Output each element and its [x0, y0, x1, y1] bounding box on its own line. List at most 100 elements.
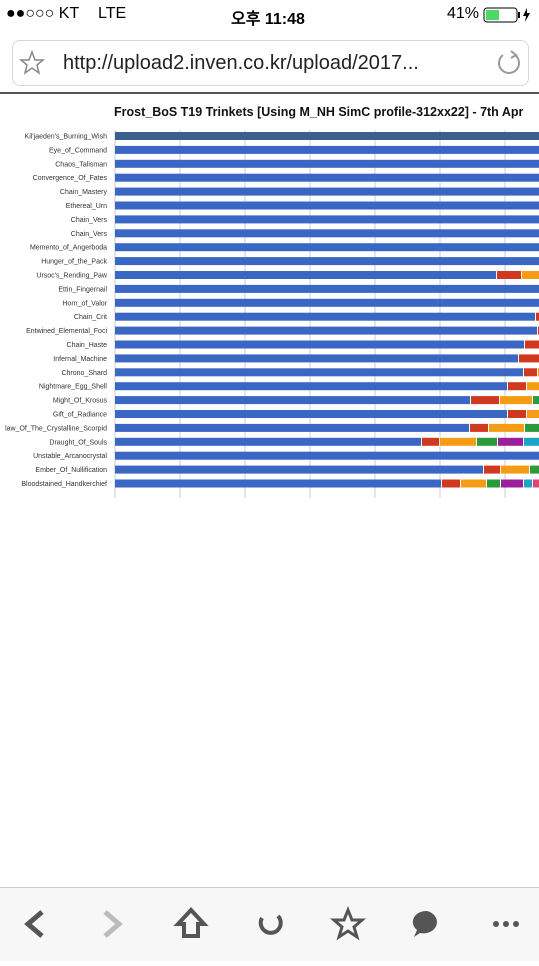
- row-label: Unstable_Arcanocrystal: [33, 453, 107, 460]
- chart-title: Frost_BoS T19 Trinkets [Using M_NH SimC …: [114, 105, 523, 119]
- bar-segment: [530, 465, 539, 474]
- bar-segment: [487, 479, 500, 488]
- bar: [115, 479, 441, 488]
- bar: [115, 201, 539, 210]
- bar-segment: [489, 423, 524, 432]
- bar: [115, 368, 523, 377]
- row-label: Might_Of_Krosus: [53, 398, 108, 405]
- row-label: Eye_of_Command: [49, 147, 107, 154]
- row-label: Entwined_Elemental_Foci: [26, 328, 107, 335]
- row-label: Bloodstained_Handkerchief: [21, 481, 107, 488]
- bar-segment: [536, 312, 539, 321]
- bookmark-icon[interactable]: [19, 50, 45, 76]
- bar-segment: [527, 382, 539, 391]
- row-label: Ethereal_Urn: [66, 203, 107, 210]
- bar: [115, 187, 539, 196]
- row-label: Ember_Of_Nullification: [35, 467, 107, 474]
- toolbar-icons: [24, 905, 519, 941]
- favorite-button[interactable]: [330, 905, 366, 941]
- bar-segment: [524, 437, 539, 446]
- carrier: ●●○○○ KT: [6, 5, 80, 22]
- row-label: Chain_Vers: [71, 217, 108, 224]
- bar-segment: [470, 423, 488, 432]
- bar-segment: [440, 437, 476, 446]
- bar-segment: [497, 271, 521, 279]
- bar-segment: [422, 437, 439, 446]
- bar: [115, 451, 539, 460]
- row-label: Kil'jaeden's_Burning_Wish: [25, 134, 108, 141]
- battery-icon: [483, 7, 530, 23]
- clock: 오후 11:48: [231, 11, 305, 28]
- reload-button[interactable]: [258, 914, 283, 935]
- bar-segment: [519, 354, 539, 363]
- bar: [115, 396, 470, 405]
- bar: [115, 354, 518, 363]
- bar: [115, 382, 507, 391]
- bar-segment: [461, 479, 486, 488]
- home-button[interactable]: [173, 907, 209, 938]
- bar: [115, 284, 539, 293]
- row-label: Chain_Crit: [74, 314, 107, 321]
- bar: [115, 215, 539, 224]
- bar-segment: [508, 382, 526, 391]
- chart-image: Frost_BoS T19 Trinkets [Using M_NH SimC …: [5, 105, 539, 498]
- bar: [115, 257, 539, 266]
- row-label: Ettin_Fingernail: [58, 286, 107, 293]
- bar-segment: [471, 396, 499, 405]
- bar-segment: [533, 479, 539, 488]
- bar: [115, 145, 539, 154]
- bar: [115, 298, 539, 307]
- forward-button[interactable]: [103, 910, 123, 938]
- status-bar: ●●○○○ KT LTE 오후 11:48 41%: [0, 0, 539, 30]
- row-label: Chain_Haste: [67, 342, 108, 349]
- bar-segment: [484, 465, 500, 474]
- back-button[interactable]: [24, 910, 44, 938]
- row-label: Chaos_Talisman: [55, 161, 107, 168]
- bar-segment: [524, 479, 532, 488]
- bar: [115, 312, 535, 321]
- row-label: Draught_Of_Souls: [49, 439, 107, 446]
- bar-segment: [508, 410, 526, 418]
- row-label: Gift_of_Radiance: [53, 412, 107, 419]
- bar: [115, 243, 539, 252]
- row-label: Chrono_Shard: [61, 370, 107, 377]
- bar: [115, 159, 539, 168]
- bar: [115, 326, 537, 335]
- bar-segment: [442, 479, 460, 488]
- chat-button[interactable]: [412, 910, 437, 937]
- row-label: Chain_Vers: [71, 231, 108, 238]
- battery-text: 41%: [447, 5, 480, 22]
- row-label: law_Of_The_Crystalline_Scorpid: [5, 425, 107, 432]
- row-label: Horn_of_Valor: [62, 300, 107, 307]
- separator: [0, 92, 539, 94]
- row-label: Memento_of_Angerboda: [30, 245, 107, 252]
- bar-segment: [477, 437, 497, 446]
- bar-segment: [498, 437, 523, 446]
- row-label: Nightmare_Egg_Shell: [39, 384, 108, 391]
- address-bar[interactable]: http://upload2.inven.co.kr/upload/2017..…: [12, 40, 529, 86]
- more-button[interactable]: [493, 921, 519, 927]
- bar: [115, 437, 421, 446]
- bar: [115, 229, 539, 238]
- bar: [115, 340, 524, 349]
- bar-segment: [533, 396, 539, 405]
- bar: [115, 271, 496, 279]
- bar-segment: [501, 465, 529, 474]
- reload-icon[interactable]: [495, 49, 523, 77]
- bar-segment: [527, 410, 539, 418]
- url-text: http://upload2.inven.co.kr/upload/2017..…: [63, 52, 419, 74]
- bar-segment: [522, 271, 539, 279]
- toolbar: [0, 887, 539, 961]
- network: LTE: [98, 5, 127, 22]
- bar: [115, 173, 539, 182]
- bar-segment: [524, 368, 537, 377]
- bar: [115, 410, 507, 418]
- bar-segment: [525, 423, 539, 432]
- row-label: Chain_Mastery: [60, 189, 108, 196]
- bar: [115, 132, 539, 140]
- row-label: Ursoc's_Rending_Paw: [36, 273, 108, 280]
- row-label: Hunger_of_the_Pack: [41, 259, 107, 266]
- bar-segment: [525, 340, 539, 349]
- row-label: Convergence_Of_Fates: [33, 175, 108, 182]
- bar: [115, 423, 469, 432]
